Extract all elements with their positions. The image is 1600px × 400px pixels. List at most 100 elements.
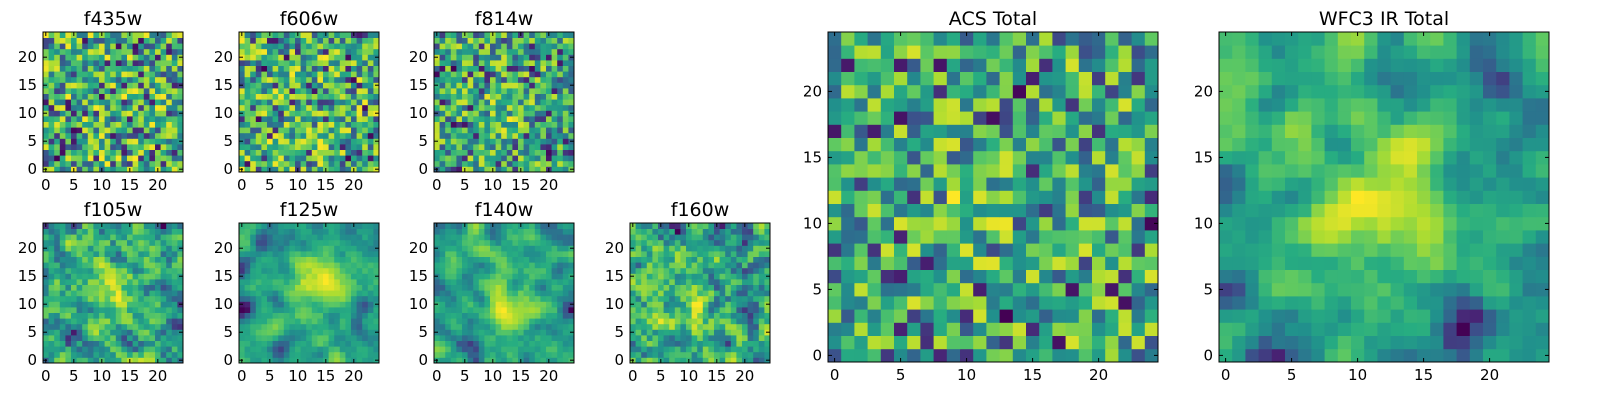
heatmap-cell xyxy=(317,318,324,325)
heatmap-cell xyxy=(484,273,491,280)
y-tick-label: 15 xyxy=(605,267,624,285)
heatmap-cell xyxy=(691,251,698,257)
heatmap-cell xyxy=(104,82,111,89)
heatmap-cell xyxy=(115,290,122,297)
heatmap-cell xyxy=(71,262,77,269)
heatmap-cell xyxy=(166,290,173,297)
heatmap-cell xyxy=(283,93,290,100)
heatmap-cell xyxy=(658,256,664,263)
heatmap-cell xyxy=(719,295,726,302)
heatmap-cell xyxy=(171,351,178,358)
heatmap-cell xyxy=(456,251,463,257)
heatmap-cell xyxy=(663,245,670,252)
heatmap-cell xyxy=(48,335,55,341)
heatmap-cell xyxy=(317,340,324,347)
heatmap-cell xyxy=(93,48,100,55)
heatmap-cell xyxy=(450,245,457,252)
heatmap-cell xyxy=(250,144,257,150)
heatmap-cell xyxy=(110,116,117,122)
heatmap-cell xyxy=(658,245,664,252)
heatmap-cell xyxy=(334,312,341,319)
heatmap-cell xyxy=(719,329,726,336)
heatmap-cell xyxy=(317,323,324,330)
heatmap-cell xyxy=(439,32,446,38)
heatmap-cell xyxy=(439,357,446,364)
heatmap-cell xyxy=(467,346,474,353)
heatmap-cell xyxy=(367,82,374,89)
heatmap-cell xyxy=(104,160,111,167)
heatmap-cell xyxy=(54,132,61,139)
heatmap-cell xyxy=(506,318,513,325)
heatmap-cell xyxy=(166,60,173,66)
heatmap-cell xyxy=(490,82,496,89)
heatmap-cell xyxy=(434,262,440,269)
heatmap-cell xyxy=(311,290,318,297)
heatmap-cell xyxy=(362,144,369,150)
heatmap-cell xyxy=(933,164,948,178)
heatmap-cell xyxy=(239,127,245,134)
heatmap-cell xyxy=(351,346,357,353)
heatmap-cell xyxy=(920,296,934,310)
heatmap-cell xyxy=(345,234,352,241)
heatmap-cell xyxy=(568,99,575,106)
heatmap-cell xyxy=(373,318,380,325)
heatmap-cell xyxy=(467,351,474,358)
heatmap-cell xyxy=(702,290,709,297)
heatmap-cell xyxy=(686,346,692,353)
heatmap-cell xyxy=(104,223,111,229)
heatmap-cell xyxy=(946,296,961,310)
heatmap-cell xyxy=(445,307,452,313)
heatmap-cell xyxy=(540,43,547,50)
heatmap-cell xyxy=(367,132,374,139)
heatmap-cell xyxy=(719,312,726,319)
heatmap-cell xyxy=(546,138,552,145)
heatmap-cell xyxy=(501,149,508,156)
heatmap-cell xyxy=(764,340,771,347)
heatmap-cell xyxy=(306,329,313,336)
heatmap-cell xyxy=(306,138,313,145)
heatmap-cell xyxy=(93,346,100,353)
heatmap-cell xyxy=(289,54,296,61)
heatmap-cell xyxy=(828,243,842,257)
heatmap-cell xyxy=(250,301,257,308)
heatmap-cell xyxy=(356,267,363,274)
heatmap-cell xyxy=(907,177,921,191)
heatmap-cell xyxy=(473,166,480,173)
heatmap-cell xyxy=(261,93,268,100)
x-tick-label: 5 xyxy=(69,176,79,194)
heatmap-cell xyxy=(680,323,687,330)
heatmap-cell xyxy=(356,245,363,252)
heatmap-cell xyxy=(373,116,380,122)
heatmap-cell xyxy=(362,340,369,347)
heatmap-cell xyxy=(501,295,508,302)
heatmap-cell xyxy=(534,76,541,83)
heatmap-cell xyxy=(317,234,324,241)
heatmap-cell xyxy=(680,251,687,257)
heatmap-cell xyxy=(295,43,301,50)
heatmap-cell xyxy=(568,234,575,241)
heatmap-cell xyxy=(339,65,346,72)
heatmap-cell xyxy=(121,43,128,50)
heatmap-cell xyxy=(289,82,296,89)
heatmap-cell xyxy=(562,279,569,285)
heatmap-cell xyxy=(132,273,139,280)
heatmap-cell xyxy=(462,290,468,297)
heatmap-cell xyxy=(93,149,100,156)
heatmap-cell xyxy=(445,166,452,173)
heatmap-cell xyxy=(714,301,720,308)
heatmap-cell xyxy=(48,65,55,72)
heatmap-cell xyxy=(714,251,720,257)
heatmap-cell xyxy=(121,228,128,235)
heatmap-cell xyxy=(691,340,698,347)
heatmap-cell xyxy=(295,65,301,72)
heatmap-cell xyxy=(736,335,743,341)
heatmap-cell xyxy=(445,121,452,128)
heatmap-cell xyxy=(261,121,268,128)
heatmap-cell xyxy=(171,155,178,162)
heatmap-cell xyxy=(725,307,732,313)
heatmap-cell xyxy=(82,256,89,263)
heatmap-cell xyxy=(933,309,948,323)
heatmap-cell xyxy=(1131,216,1146,231)
heatmap-cell xyxy=(278,273,285,280)
heatmap-cell xyxy=(306,346,313,353)
